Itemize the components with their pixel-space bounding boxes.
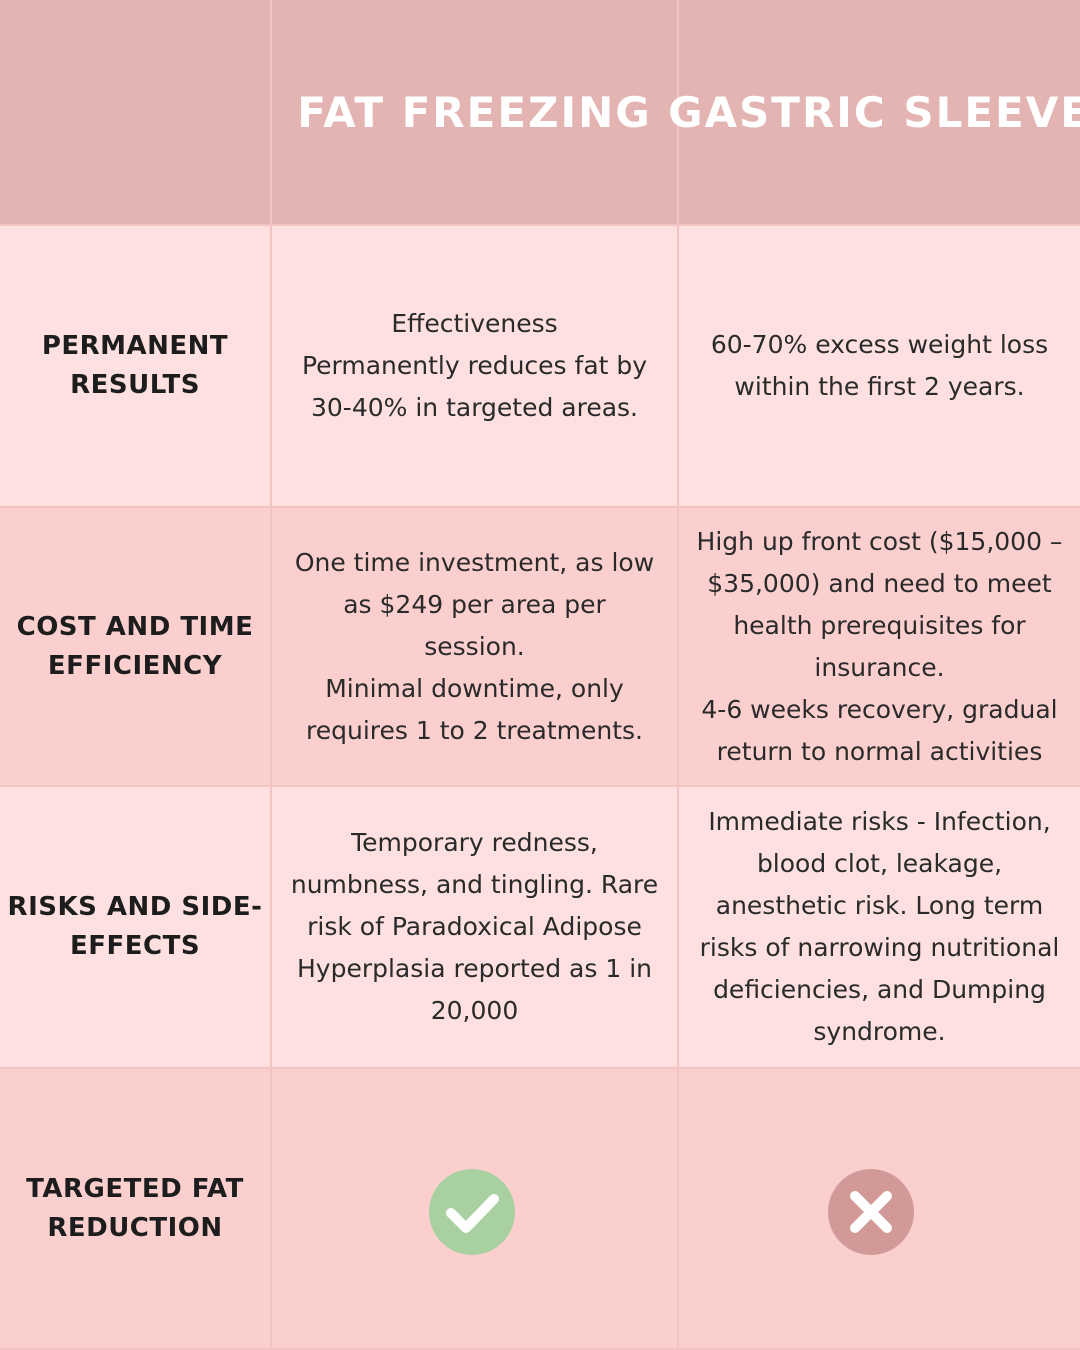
cell-text-line: insurance.	[814, 652, 945, 682]
table-cell: 60-70% excess weight loss within the firs…	[679, 226, 1080, 506]
cell-text-line: risks of narrowing nutritional	[699, 933, 1060, 962]
cell-text-line: as $249 per area per	[343, 589, 606, 619]
row-label-line: EFFECTS	[69, 931, 201, 961]
cell-text-line: health prerequisites for	[733, 610, 1026, 640]
cell-text-line: $35,000) and need to meet	[707, 568, 1052, 598]
row-label-line: EFFICIENCY	[47, 650, 223, 681]
row-label: PERMANENT RESULTS	[0, 226, 270, 506]
cell-text-line: blood clot, leakage,	[756, 849, 1003, 878]
row-label-line: RESULTS	[70, 370, 200, 400]
row-label-line: COST AND TIME	[16, 611, 254, 642]
header-blank	[0, 0, 270, 224]
cell-text-line: risk of Paradoxical Adipose	[307, 912, 642, 941]
cell-text-line: Hyperplasia reported as 1 in	[297, 954, 652, 983]
cell-text-line: 4-6 weeks recovery, gradual	[701, 694, 1058, 724]
cell-text-line: 20,000	[430, 996, 519, 1025]
cell-text-line: numbness, and tingling. Rare	[290, 870, 659, 899]
table-cell: One time investment, as low as $249 per a…	[272, 508, 677, 785]
table-cell: Temporary redness, numbness, and tingling…	[272, 787, 677, 1067]
column-header: FAT FREEZING	[272, 0, 677, 224]
table-cell: Effectiveness Permanently reduces fat by 3…	[272, 226, 677, 506]
column-header: GASTRIC SLEEVE	[668, 0, 1080, 224]
cell-text-line: 60-70% excess weight loss	[710, 330, 1049, 359]
check-icon	[429, 1169, 515, 1255]
row-label-line: RISKS AND SIDE-	[7, 892, 263, 922]
row-label: COST AND TIME EFFICIENCY	[0, 508, 270, 785]
row-label: TARGETED FAT REDUCTION	[0, 1069, 270, 1348]
cell-text-line: Permanently reduces fat by	[301, 351, 648, 380]
table-cell: High up front cost ($15,000 – $35,000) an…	[679, 508, 1080, 785]
cell-text-line: Effectiveness	[391, 309, 558, 338]
cell-text-line: within the first 2 years.	[734, 372, 1025, 401]
cell-text-line: 30-40% in targeted areas.	[310, 393, 638, 422]
cell-text-line: High up front cost ($15,000 –	[696, 526, 1063, 556]
cross-icon	[828, 1169, 914, 1255]
cell-text-line: requires 1 to 2 treatments.	[306, 715, 643, 745]
row-label-line: PERMANENT	[41, 331, 229, 361]
cell-text-line: Minimal downtime, only	[325, 673, 624, 703]
cell-text-line: Temporary redness,	[351, 828, 598, 857]
cell-text-line: deficiencies, and Dumping	[713, 975, 1046, 1004]
cell-text-line: return to normal activities	[716, 736, 1043, 766]
table-cell: Immediate risks - Infection, blood clot, …	[679, 787, 1080, 1067]
cell-text-line: One time investment, as low	[294, 547, 655, 577]
cell-text-line: Immediate risks - Infection,	[708, 807, 1051, 836]
cell-text-line: anesthetic risk. Long term	[715, 891, 1044, 920]
row-label: RISKS AND SIDE- EFFECTS	[0, 787, 270, 1067]
row-label-line: REDUCTION	[47, 1212, 223, 1243]
row-label-line: TARGETED FAT	[26, 1173, 244, 1204]
cell-text-line: session.	[424, 631, 525, 661]
cell-text-line: syndrome.	[813, 1017, 946, 1046]
